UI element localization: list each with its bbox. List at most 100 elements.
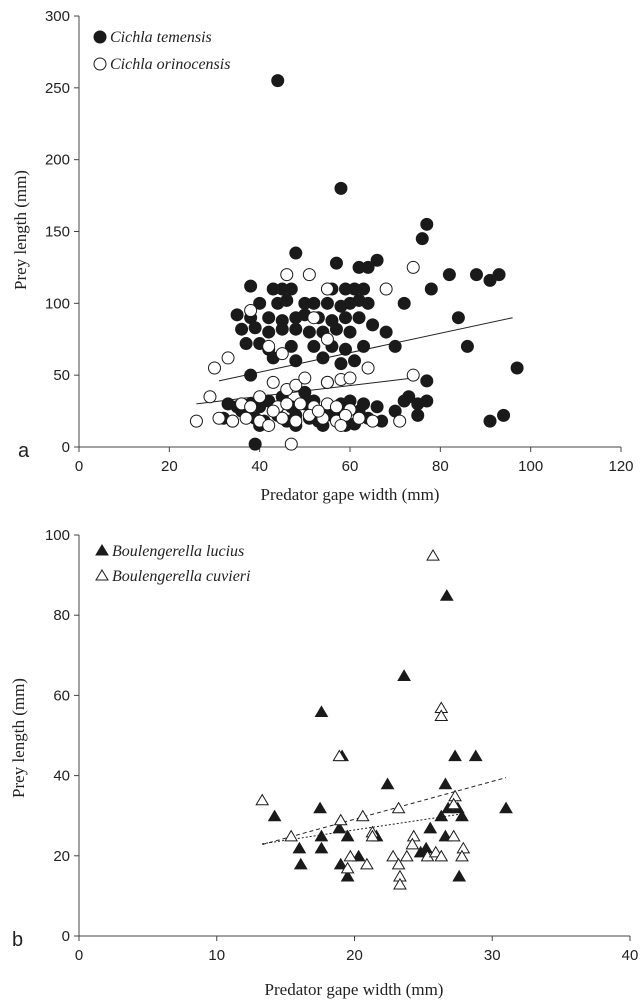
data-point [438,777,453,790]
data-point [469,268,483,282]
data-point [355,809,370,822]
data-point [226,414,240,428]
data-point [397,296,411,310]
data-point [289,378,303,392]
data-point [483,414,497,428]
data-point [411,408,425,422]
data-point [338,311,352,325]
legend-marker-cichla-temensis [93,30,107,44]
data-point [307,339,321,353]
data-point [311,404,325,418]
data-point [442,268,456,282]
data-point [255,793,270,806]
data-point [244,400,258,414]
data-point [497,408,511,422]
data-point [314,829,329,842]
data-point [298,371,312,385]
x-tick-label: 80 [432,458,449,475]
data-point [370,400,384,414]
data-point [391,857,406,870]
data-point [248,321,262,335]
data-point [423,821,438,834]
data-point [230,308,244,322]
x-tick-label: 20 [346,947,363,964]
data-point [271,74,285,88]
data-point [366,414,380,428]
data-point [248,437,262,451]
data-point [253,296,267,310]
data-point [284,829,299,842]
panel-a-x-axis-title: Predator gape width (mm) [261,485,440,504]
data-point [380,777,395,790]
panel-a-y-axis-title: Prey length (mm) [11,170,30,290]
data-point [406,260,420,274]
data-point [357,339,371,353]
data-point [289,322,303,336]
data-point [262,311,276,325]
data-point [293,397,307,411]
data-point [266,404,280,418]
x-tick-label: 100 [518,458,543,475]
data-point [289,354,303,368]
data-point [406,829,421,842]
data-point [289,414,303,428]
data-point [340,869,355,882]
data-point [361,296,375,310]
data-point [244,368,258,382]
trendline [262,777,507,846]
data-point [244,279,258,293]
data-point [351,849,366,862]
data-point [333,857,348,870]
x-tick-label: 30 [484,947,501,964]
data-point [393,877,407,890]
legend-marker-boulengerella-cuvieri [95,569,109,581]
data-point [455,809,469,822]
data-point [366,318,380,332]
data-point [343,849,358,862]
data-point [446,797,461,810]
data-point [340,829,355,842]
data-point [316,351,330,365]
panel-b-letter: b [12,929,23,951]
data-point [352,411,366,425]
data-point [189,414,203,428]
data-point [266,375,280,389]
data-point [334,418,348,432]
data-point [451,311,465,325]
panel-b-y-axis-title: Prey length (mm) [9,678,28,798]
data-point [267,809,282,822]
data-point [415,232,429,246]
y-tick-label: 0 [62,439,70,456]
x-tick-label: 10 [208,947,225,964]
panel-b-x-axis-title: Predator gape width (mm) [265,980,444,999]
data-point [280,293,294,307]
data-point [298,385,312,399]
data-point [397,669,411,681]
data-point [253,390,267,404]
data-point [420,374,434,388]
data-point [302,268,316,282]
data-point [460,339,474,353]
data-point [406,368,420,382]
data-point [329,256,343,270]
data-point [370,253,384,267]
data-point [379,325,393,339]
data-point [483,273,497,287]
panel-a-axes: 0 50 100 150 200 250 300 0 20 40 60 80 100 120 [45,8,634,475]
x-tick-label: 40 [622,947,639,964]
data-point [510,361,524,375]
x-tick-label: 120 [608,458,633,475]
data-point [275,322,289,336]
data-point [275,347,289,361]
data-point [203,390,217,404]
legend-label-cichla-orinocensis: Cichla orinocensis [110,56,230,73]
data-point [338,342,352,356]
data-point [320,282,334,296]
y-tick-label: 0 [62,928,70,945]
data-point [360,857,374,870]
y-tick-label: 250 [45,80,70,97]
y-tick-label: 80 [53,607,70,624]
data-point [379,282,393,296]
legend-marker-boulengerella-lucius [95,544,109,556]
data-point [343,371,357,385]
